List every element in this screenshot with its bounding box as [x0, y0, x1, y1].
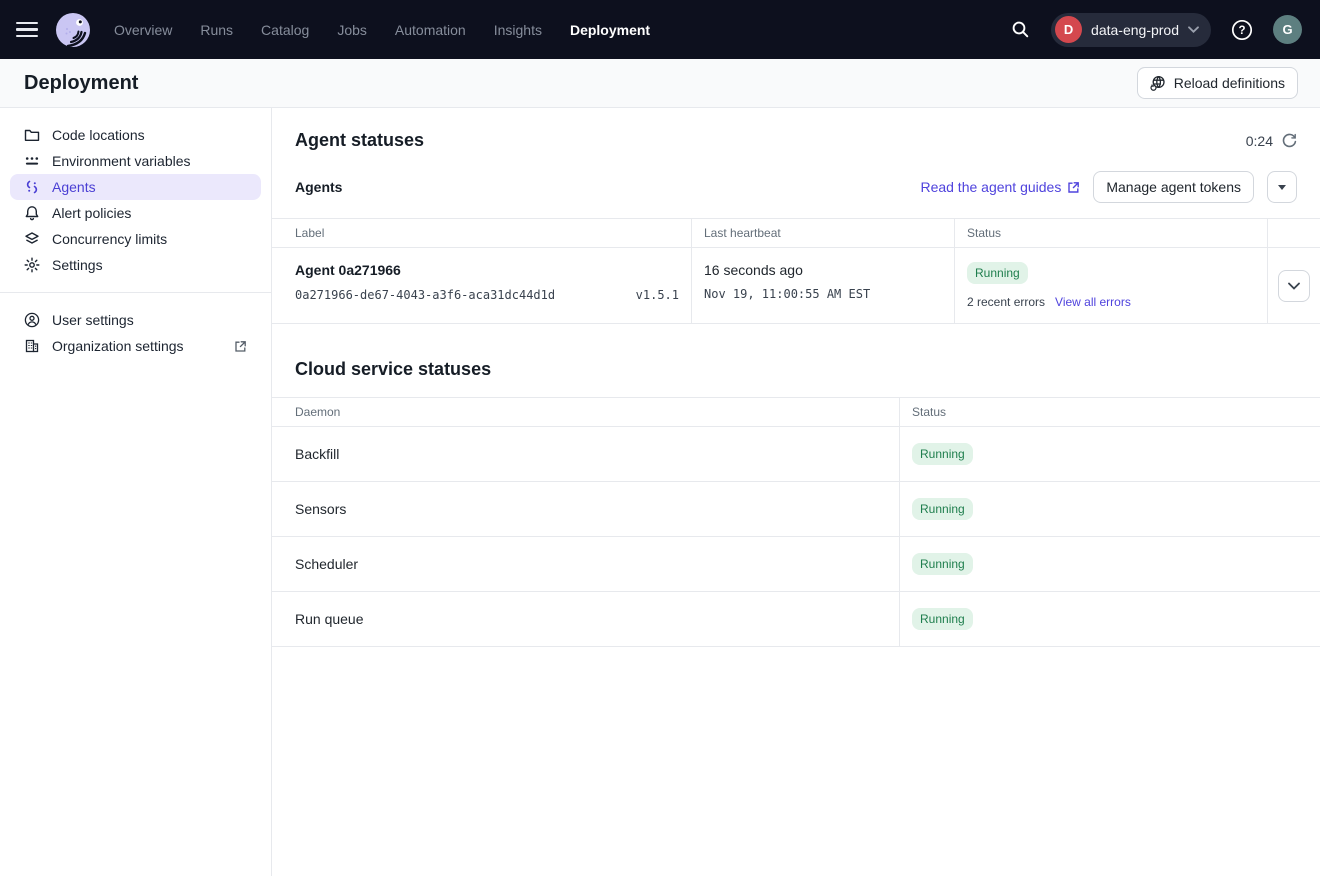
daemon-name: Backfill [272, 427, 900, 481]
agents-table: Label Last heartbeat Status Agent 0a2719… [272, 218, 1320, 324]
recent-errors-text: 2 recent errors [967, 295, 1046, 309]
daemon-row: Scheduler Running [272, 537, 1320, 592]
nav-item-overview[interactable]: Overview [114, 21, 173, 38]
page-title: Deployment [24, 71, 139, 94]
bell-icon [25, 206, 39, 221]
top-nav: Overview Runs Catalog Jobs Automation In… [0, 0, 1320, 59]
refresh-countdown: 0:24 [1245, 132, 1273, 149]
gear-icon [24, 257, 40, 273]
column-header-expand [1268, 219, 1320, 247]
chevron-down-icon [1288, 282, 1300, 290]
deployment-switcher[interactable]: D data-eng-prod [1051, 12, 1211, 47]
sidebar-item-environment-variables[interactable]: Environment variables [10, 148, 261, 174]
user-avatar[interactable]: G [1273, 15, 1302, 44]
status-badge: Running [912, 498, 973, 520]
nav-item-insights[interactable]: Insights [493, 21, 542, 38]
column-header-daemon: Daemon [272, 398, 900, 426]
main-content: Agent statuses 0:24 Agents Read the agen… [272, 108, 1320, 876]
agent-id: 0a271966-de67-4043-a3f6-aca31dc44d1d [295, 288, 556, 302]
caret-down-icon [1278, 184, 1286, 190]
title-bar: Deployment Reload definitions [0, 59, 1320, 108]
nav-item-automation[interactable]: Automation [394, 21, 466, 38]
sidebar-item-label: Code locations [52, 127, 145, 143]
expand-agent-row-button[interactable] [1278, 269, 1310, 302]
daemon-row: Backfill Running [272, 427, 1320, 482]
agents-subheading: Agents [295, 179, 343, 195]
folder-icon [24, 129, 40, 141]
deployment-sidebar: Code locations Environment variables Age… [0, 108, 272, 876]
external-link-icon [1068, 181, 1080, 193]
agent-name: Agent 0a271966 [295, 262, 401, 278]
status-badge: Running [912, 443, 973, 465]
sidebar-item-label: Concurrency limits [52, 231, 168, 247]
agent-icon [26, 180, 38, 194]
env-vars-icon [25, 157, 39, 165]
status-badge: Running [912, 553, 973, 575]
heartbeat-relative: 16 seconds ago [704, 262, 803, 278]
refresh-icon[interactable] [1282, 133, 1297, 148]
column-header-label: Label [272, 219, 692, 247]
sidebar-item-label: User settings [52, 312, 134, 328]
sidebar-item-alert-policies[interactable]: Alert policies [10, 200, 261, 226]
daemon-row: Sensors Running [272, 482, 1320, 537]
building-icon [25, 339, 39, 353]
layers-icon [25, 232, 39, 244]
sidebar-item-label: Agents [52, 179, 96, 195]
sidebar-item-settings[interactable]: Settings [10, 252, 261, 278]
status-badge: Running [912, 608, 973, 630]
daemon-name: Scheduler [272, 537, 900, 591]
cloud-services-table: Daemon Status Backfill Running Sensors R… [272, 397, 1320, 647]
manage-agent-tokens-button[interactable]: Manage agent tokens [1093, 171, 1254, 203]
code-location-icon [1150, 75, 1165, 91]
column-header-status: Status [912, 405, 947, 419]
hamburger-menu-icon[interactable] [16, 17, 42, 43]
column-header-last-heartbeat: Last heartbeat [692, 219, 955, 247]
nav-item-runs[interactable]: Runs [200, 21, 234, 38]
external-link-icon [235, 340, 246, 352]
user-icon [24, 312, 40, 328]
nav-item-jobs[interactable]: Jobs [337, 21, 367, 38]
help-icon[interactable]: ? [1225, 13, 1259, 47]
sidebar-item-code-locations[interactable]: Code locations [10, 122, 261, 148]
view-all-errors-link[interactable]: View all errors [1055, 295, 1131, 309]
sidebar-item-organization-settings[interactable]: Organization settings [10, 333, 261, 359]
agent-actions-dropdown-button[interactable] [1267, 171, 1297, 203]
agent-statuses-heading: Agent statuses [295, 130, 425, 150]
agent-version: v1.5.1 [635, 288, 679, 302]
sidebar-item-label: Environment variables [52, 153, 191, 169]
chevron-down-icon [1188, 26, 1199, 33]
status-badge: Running [967, 262, 1028, 284]
reload-definitions-button[interactable]: Reload definitions [1136, 67, 1298, 99]
daemon-row: Run queue Running [272, 592, 1320, 647]
primary-nav: Overview Runs Catalog Jobs Automation In… [114, 22, 650, 38]
sidebar-item-concurrency-limits[interactable]: Concurrency limits [10, 226, 261, 252]
heartbeat-timestamp: Nov 19, 11:00:55 AM EST [704, 287, 871, 301]
sidebar-item-agents[interactable]: Agents [10, 174, 261, 200]
daemon-name: Run queue [272, 592, 900, 646]
nav-item-catalog[interactable]: Catalog [261, 21, 310, 38]
nav-item-deployment[interactable]: Deployment [569, 21, 651, 38]
sidebar-item-user-settings[interactable]: User settings [10, 307, 261, 333]
reload-definitions-label: Reload definitions [1173, 75, 1285, 91]
agent-row: Agent 0a271966 0a271966-de67-4043-a3f6-a… [272, 248, 1320, 324]
daemon-name: Sensors [272, 482, 900, 536]
column-header-status: Status [955, 219, 1268, 247]
sidebar-item-label: Settings [52, 257, 103, 273]
sidebar-item-label: Alert policies [52, 205, 132, 221]
svg-text:?: ? [1238, 25, 1245, 37]
dagster-logo-icon[interactable] [54, 11, 92, 49]
sidebar-item-label: Organization settings [52, 338, 184, 354]
agent-guides-link[interactable]: Read the agent guides [920, 179, 1080, 195]
deployment-name: data-eng-prod [1091, 21, 1179, 38]
search-icon[interactable] [1003, 13, 1037, 47]
deployment-initial-badge: D [1055, 16, 1083, 43]
sidebar-divider [0, 292, 271, 293]
cloud-service-statuses-heading: Cloud service statuses [295, 359, 492, 379]
